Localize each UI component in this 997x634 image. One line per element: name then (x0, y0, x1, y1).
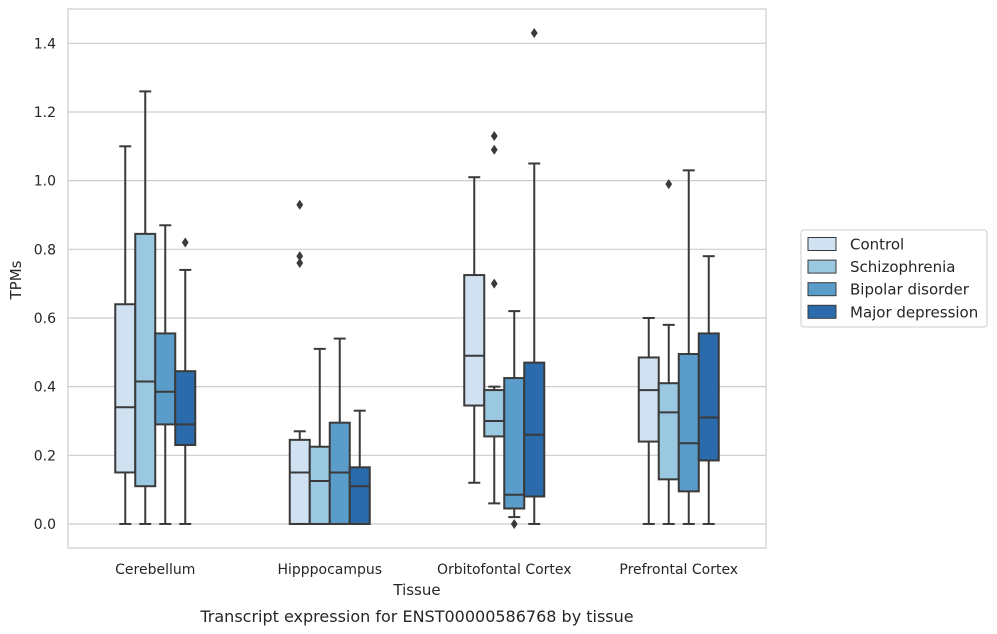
legend-label: Schizophrenia (850, 258, 955, 276)
plot-frame (67, 8, 767, 549)
x-tick-label: Prefrontal Cortex (619, 562, 738, 578)
legend-label: Bipolar disorder (850, 281, 970, 299)
y-tick-label: 0.0 (34, 517, 56, 533)
box-iqr (523, 361, 546, 498)
x-tick-label: Orbitofontal Cortex (437, 562, 572, 578)
y-tick-label: 0.2 (34, 448, 56, 464)
outlier-point (296, 199, 304, 210)
box-group (523, 28, 546, 525)
y-axis-title: TPMs (7, 260, 25, 300)
y-tick-label: 1.2 (34, 105, 56, 121)
outlier-point (296, 258, 304, 269)
box-group (503, 310, 526, 529)
outlier-point (490, 131, 498, 142)
box-group (483, 131, 506, 505)
box-iqr (114, 303, 137, 474)
box-iqr (637, 356, 660, 443)
legend-label: Control (850, 236, 904, 254)
outlier-point (490, 278, 498, 289)
box-iqr (174, 370, 197, 447)
box-iqr (463, 274, 486, 407)
box-group (637, 316, 660, 525)
y-tick-label: 1.0 (34, 174, 56, 190)
outlier-point (296, 251, 304, 262)
box-group (174, 237, 197, 525)
x-tick-label: Hipppocampus (277, 562, 382, 578)
outlier-point (530, 28, 538, 39)
box-group (348, 409, 371, 525)
y-tick-label: 1.4 (34, 36, 56, 52)
x-tick-label: Cerebellum (115, 562, 195, 578)
chart-caption: Transcript expression for ENST0000058676… (199, 607, 633, 626)
box-group (657, 179, 680, 525)
box-iqr (154, 332, 177, 426)
box-group (677, 169, 700, 525)
legend: Control Schizophrenia Bipolar disorder Majo… (800, 229, 988, 328)
box-iqr (308, 445, 331, 525)
legend-label: Major depression (850, 303, 978, 321)
box-group (134, 90, 157, 525)
legend-frame (800, 229, 988, 328)
box-iqr (483, 389, 506, 438)
outlier-point (665, 179, 673, 190)
outlier-point (510, 518, 518, 529)
x-axis-title: Tissue (392, 581, 440, 599)
legend-swatch (807, 237, 837, 251)
box-group (288, 199, 311, 525)
y-tick-label: 0.4 (34, 380, 56, 396)
box-iqr (657, 382, 680, 481)
box-iqr (677, 353, 700, 493)
outlier-point (490, 144, 498, 155)
legend-swatch (807, 304, 837, 319)
outlier-point (181, 237, 189, 248)
box-iqr (697, 332, 720, 462)
box-group (463, 176, 486, 484)
box-group (154, 224, 177, 525)
boxes (114, 28, 720, 529)
box-iqr (134, 232, 157, 488)
box-iqr (288, 438, 311, 525)
legend-swatch (807, 259, 837, 274)
box-group (697, 255, 720, 525)
box-iqr (503, 377, 526, 510)
y-tick-label: 0.8 (34, 242, 56, 258)
box-iqr (348, 466, 371, 525)
box-group (114, 145, 137, 525)
y-tick-labels: 0.0 0.2 0.4 0.6 0.8 1.0 1.2 1.4 (34, 36, 56, 533)
box-group (328, 337, 351, 525)
box-group (308, 347, 331, 525)
y-tick-label: 0.6 (34, 311, 56, 327)
legend-swatch (807, 282, 837, 297)
x-tick-labels: Cerebellum Hipppocampus Orbitofontal Corte… (115, 562, 738, 578)
